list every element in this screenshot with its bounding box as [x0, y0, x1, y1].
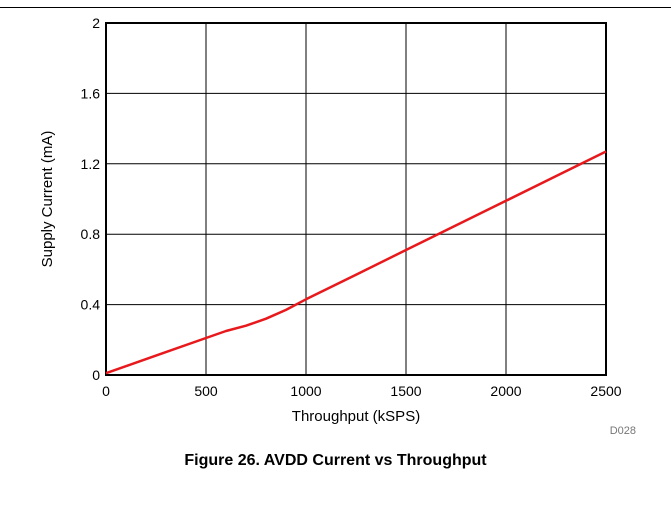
figure-caption: Figure 26. AVDD Current vs Throughput: [184, 452, 487, 469]
x-tick-label: 1000: [290, 383, 321, 399]
y-tick-label: 0: [92, 367, 100, 383]
x-tick-label: 2500: [590, 383, 621, 399]
x-tick-label: 500: [194, 383, 218, 399]
series-line: [105, 150, 607, 375]
figure-code: D028: [610, 425, 636, 437]
top-rule: [0, 7, 671, 8]
y-axis-title: Supply Current (mA): [39, 131, 56, 268]
x-tick-label: 1500: [390, 383, 421, 399]
y-tick-label: 1.2: [81, 156, 101, 172]
x-axis-title: Throughput (kSPS): [292, 408, 420, 425]
y-tick-label: 0.4: [81, 297, 101, 313]
y-tick-labels: 0 0.4 0.8 1.2 1.6 2: [81, 15, 101, 383]
y-tick-label: 0.8: [81, 226, 101, 242]
x-tick-label: 0: [102, 383, 110, 399]
y-tick-label: 2: [92, 15, 100, 31]
x-tick-labels: 0 500 1000 1500 2000 2500: [102, 383, 622, 399]
grid: [106, 23, 606, 375]
chart: 0 500 1000 1500 2000 2500 0 0.4 0.8 1.2 1.6 2 Thro…: [39, 15, 636, 437]
plot-frame: [105, 22, 607, 376]
y-tick-label: 1.6: [81, 85, 101, 101]
x-tick-label: 2000: [490, 383, 521, 399]
